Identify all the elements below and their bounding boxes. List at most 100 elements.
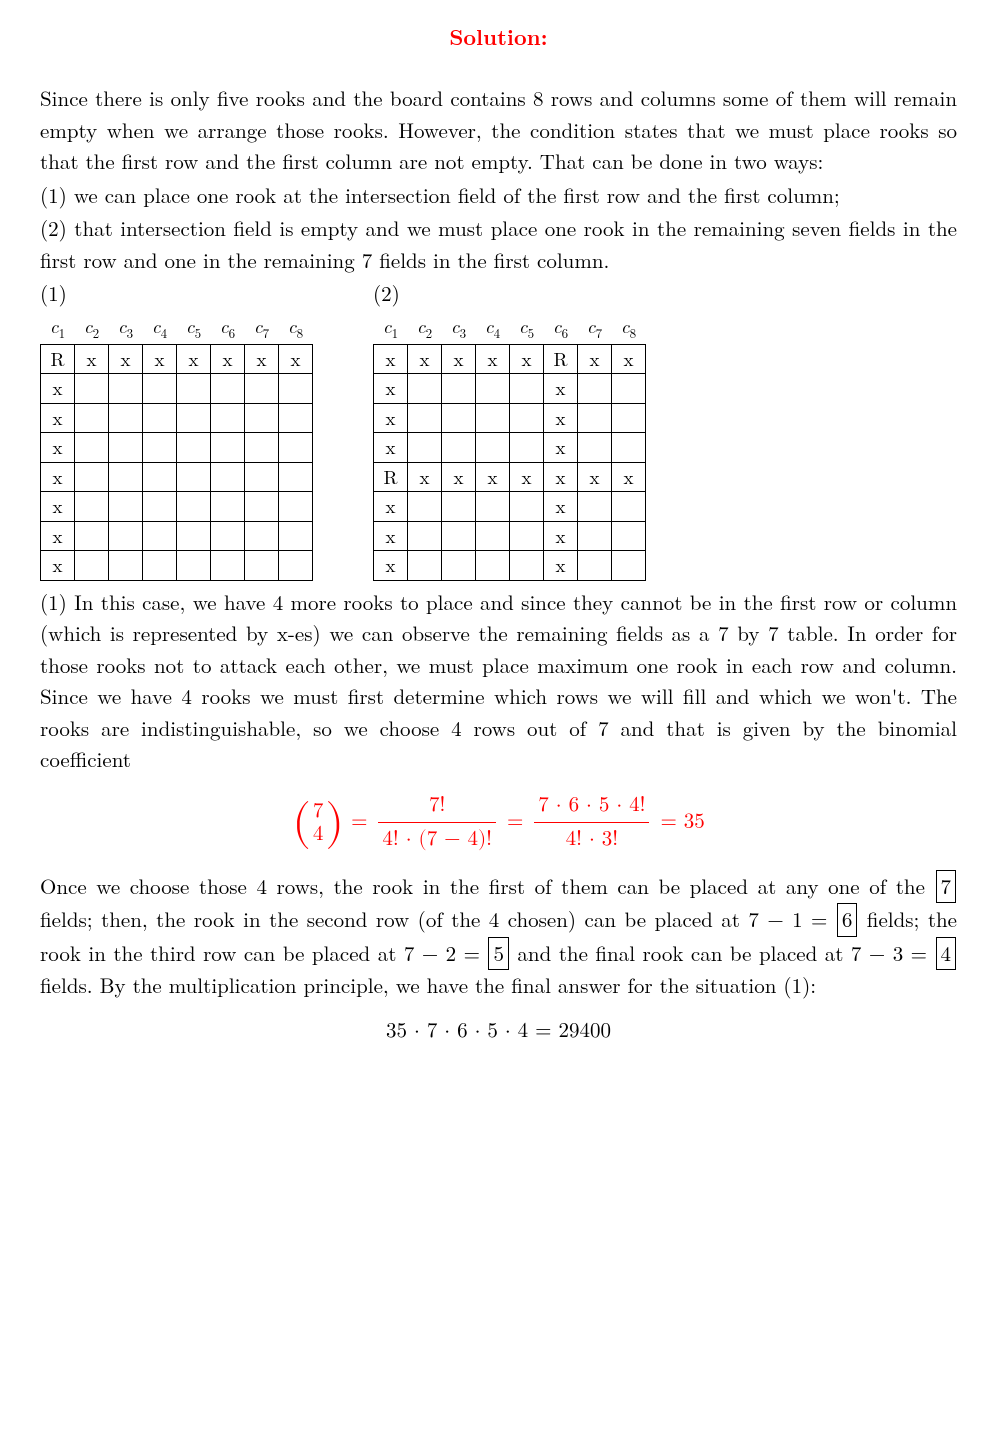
- board-cell: [476, 374, 510, 404]
- board-cell: x: [41, 403, 75, 433]
- boards-container: (1) c1c2c3c4c5c6c7c8Rxxxxxxxxxxxxxx (2) …: [40, 278, 957, 581]
- column-header: c3: [109, 312, 143, 345]
- board-cell: x: [41, 551, 75, 581]
- board-cell: [75, 403, 109, 433]
- board-cell: [75, 374, 109, 404]
- column-header: c8: [279, 312, 313, 345]
- binom-bottom: 4: [313, 823, 324, 846]
- board-cell: x: [374, 403, 408, 433]
- equals-1: =: [351, 811, 374, 832]
- board-row: Rxxxxxxx: [374, 462, 646, 492]
- paragraph-placement: Once we choose those 4 rows, the rook in…: [40, 870, 957, 1002]
- board-row: xxxxxRxx: [374, 344, 646, 374]
- board-cell: [177, 374, 211, 404]
- board-row: x: [41, 551, 313, 581]
- board-cell: x: [109, 344, 143, 374]
- board-cell: x: [143, 344, 177, 374]
- case-1-label: (1): [40, 278, 313, 310]
- board-cell: x: [41, 374, 75, 404]
- board-cell: [211, 433, 245, 463]
- board-cell: [578, 433, 612, 463]
- board-cell: [578, 403, 612, 433]
- board-cell: [245, 551, 279, 581]
- boxed-4: 4: [936, 937, 957, 971]
- board-cell: x: [544, 403, 578, 433]
- board-cell: [109, 374, 143, 404]
- board-cell: [510, 433, 544, 463]
- right-paren: ): [325, 801, 344, 845]
- board-cell: x: [476, 462, 510, 492]
- board-cell: [211, 403, 245, 433]
- board-cell: [476, 403, 510, 433]
- board-cell: [279, 374, 313, 404]
- board-cell: x: [245, 344, 279, 374]
- board-cell: R: [374, 462, 408, 492]
- board-cell: [143, 433, 177, 463]
- board-cell: [476, 521, 510, 551]
- board-cell: x: [75, 344, 109, 374]
- board-cell: [279, 521, 313, 551]
- column-header: c6: [211, 312, 245, 345]
- board-row: xx: [374, 374, 646, 404]
- board-cell: [442, 492, 476, 522]
- board-cell: [245, 521, 279, 551]
- board-cell: [177, 551, 211, 581]
- board-cell: x: [41, 462, 75, 492]
- binom-result: 35: [684, 811, 705, 832]
- board-cell: x: [408, 344, 442, 374]
- board-cell: [578, 521, 612, 551]
- board-cell: x: [544, 374, 578, 404]
- board-cell: x: [374, 344, 408, 374]
- board-cell: [408, 492, 442, 522]
- p5-part-a: Once we choose those 4 rows, the rook in…: [40, 871, 935, 901]
- column-header: c8: [612, 312, 646, 345]
- board-cell: [109, 521, 143, 551]
- boxed-7: 7: [936, 870, 957, 904]
- frac2-num: 7 · 6 · 5 · 4!: [534, 790, 649, 824]
- board-row: xx: [374, 433, 646, 463]
- board-cell: x: [41, 433, 75, 463]
- board-cell: [612, 492, 646, 522]
- board-cell: x: [41, 492, 75, 522]
- boxed-6: 6: [837, 903, 858, 937]
- column-header: c7: [578, 312, 612, 345]
- board-cell: x: [374, 433, 408, 463]
- board-row: xx: [374, 492, 646, 522]
- board-cell: [279, 403, 313, 433]
- p5-part-e: fields. By the multiplication principle,…: [40, 970, 816, 1000]
- column-header: c1: [374, 312, 408, 345]
- board-cell: x: [578, 462, 612, 492]
- board-cell: [279, 492, 313, 522]
- board-cell: x: [211, 344, 245, 374]
- board-cell: [211, 521, 245, 551]
- equation-final-case1: 35 · 7 · 6 · 5 · 4 = 29400: [40, 1016, 957, 1048]
- board-cell: [75, 521, 109, 551]
- board-cell: [476, 492, 510, 522]
- board-cell: x: [374, 374, 408, 404]
- board-cell: x: [544, 492, 578, 522]
- board-cell: [510, 403, 544, 433]
- board-row: x: [41, 403, 313, 433]
- board-cell: x: [612, 462, 646, 492]
- board-cell: [612, 551, 646, 581]
- chess-board-1: c1c2c3c4c5c6c7c8Rxxxxxxxxxxxxxx: [40, 312, 313, 581]
- board-cell: [510, 521, 544, 551]
- board-row: x: [41, 521, 313, 551]
- board-cell: [177, 492, 211, 522]
- frac2-den: 4! · 3!: [534, 823, 649, 856]
- frac1-num: 7!: [378, 790, 496, 824]
- board-cell: [408, 551, 442, 581]
- column-header: c2: [75, 312, 109, 345]
- board-cell: x: [442, 344, 476, 374]
- board-cell: [408, 374, 442, 404]
- board-cell: [109, 551, 143, 581]
- board-cell: [75, 492, 109, 522]
- left-paren: (: [292, 801, 311, 845]
- board-row: xx: [374, 403, 646, 433]
- board-cell: [211, 462, 245, 492]
- boxed-5: 5: [488, 937, 509, 971]
- board-cell: [578, 492, 612, 522]
- board-cell: x: [177, 344, 211, 374]
- board-cell: x: [544, 462, 578, 492]
- column-header: c6: [544, 312, 578, 345]
